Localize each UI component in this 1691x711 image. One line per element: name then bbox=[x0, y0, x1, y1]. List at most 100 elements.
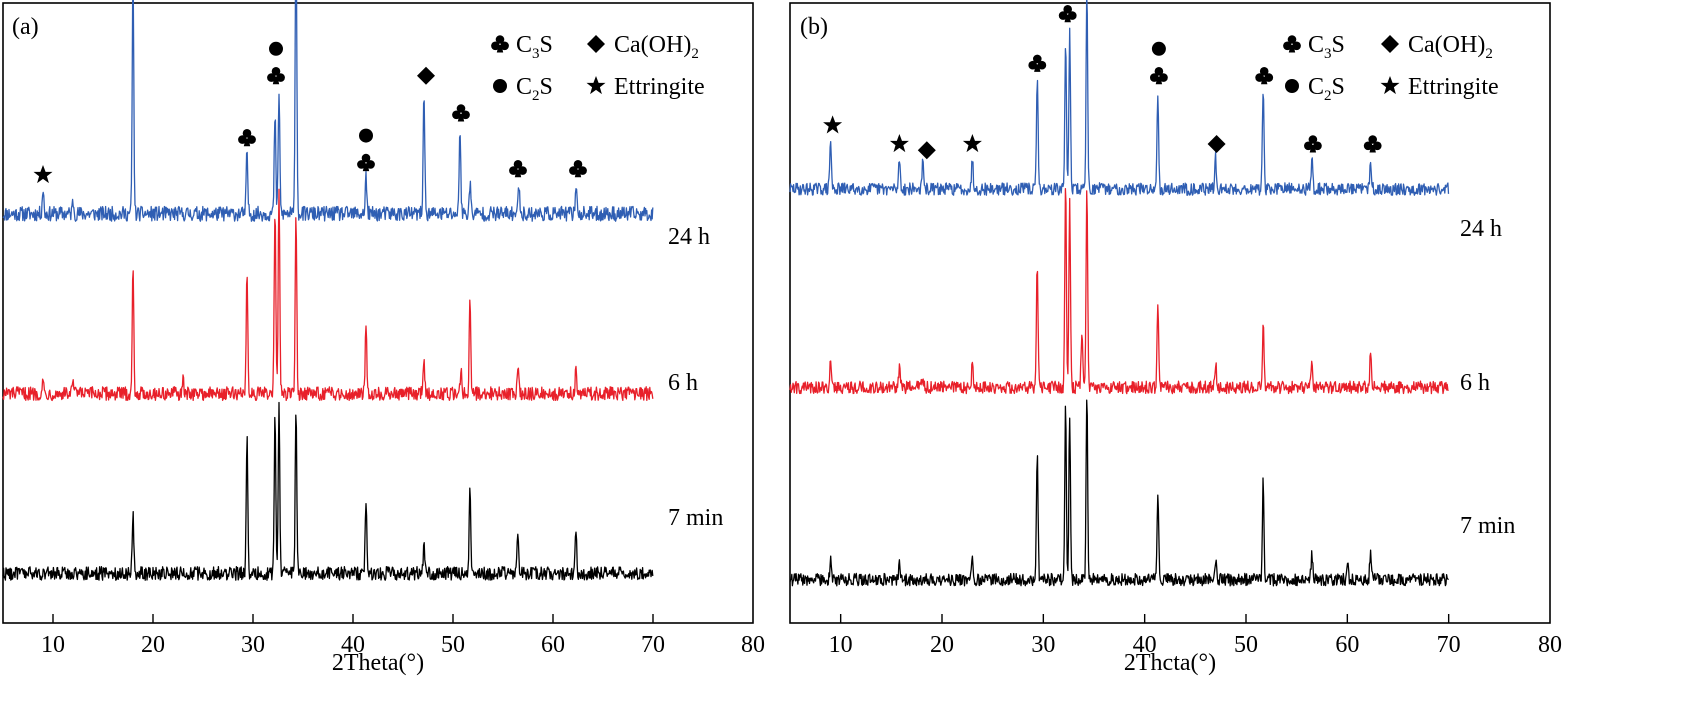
traces-b bbox=[789, 0, 1450, 587]
circle-marker-icon bbox=[1151, 41, 1166, 56]
legend-c3s-tail-a: S bbox=[540, 32, 553, 58]
star-icon bbox=[1380, 76, 1400, 95]
legend-entry-ettringite-a: Ettringite bbox=[586, 74, 705, 100]
plot-frame-a bbox=[2, 2, 754, 624]
x-tick-label: 50 bbox=[441, 632, 465, 658]
legend-caoh2-main-a: Ca(OH) bbox=[614, 32, 691, 58]
legend-caoh2-sub-a: 2 bbox=[691, 46, 699, 62]
x-tick-label: 70 bbox=[641, 632, 665, 658]
x-tick-label: 40 bbox=[341, 632, 365, 658]
series-line-7min bbox=[2, 401, 654, 581]
club-marker-icon bbox=[1363, 135, 1382, 153]
star-marker-icon bbox=[823, 115, 843, 134]
club-icon bbox=[1283, 35, 1301, 53]
legend-c3s-sub-a: 3 bbox=[532, 46, 540, 62]
club-marker-icon bbox=[267, 67, 285, 85]
x-tick-label: 80 bbox=[1538, 632, 1562, 658]
legend-ettringite-b: Ettringite bbox=[1408, 74, 1499, 100]
svg-text:C3S: C3S bbox=[516, 32, 553, 62]
x-tick-label: 60 bbox=[1335, 632, 1359, 658]
legend-c2s-tail-a: S bbox=[540, 74, 553, 100]
diamond-marker-icon bbox=[1207, 135, 1226, 153]
svg-text:Ca(OH)2: Ca(OH)2 bbox=[614, 32, 699, 62]
diamond-marker-icon bbox=[417, 66, 435, 85]
x-tick-label: 80 bbox=[741, 632, 765, 658]
club-marker-icon bbox=[238, 129, 256, 147]
legend-c2s-tail-b: S bbox=[1332, 74, 1345, 100]
club-icon bbox=[491, 35, 509, 53]
plot-frame-b bbox=[789, 2, 1551, 624]
x-tick-label: 70 bbox=[1437, 632, 1461, 658]
club-marker-icon bbox=[452, 104, 470, 122]
legend-entry-c2s-b: C2S bbox=[1285, 74, 1345, 104]
club-marker-icon bbox=[357, 153, 375, 172]
club-marker-icon bbox=[1058, 5, 1077, 23]
panel-label-b: (b) bbox=[800, 14, 828, 40]
series-label-6h-a: 6 h bbox=[668, 370, 698, 396]
legend-ettringite-a: Ettringite bbox=[614, 74, 705, 100]
x-ticks-b: 10 20 30 40 50 60 70 80 bbox=[829, 614, 1562, 658]
panel-a: (a) C3S Ca(OH)2 C2S Ettringite 24 h 6 h … bbox=[2, 0, 765, 676]
series-label-7min-b: 7 min bbox=[1460, 513, 1515, 539]
panel-label-a: (a) bbox=[12, 14, 39, 40]
club-marker-icon bbox=[1304, 135, 1322, 153]
legend-entry-caoh2-a: Ca(OH)2 bbox=[587, 32, 699, 62]
legend-c3s-main-a: C bbox=[516, 32, 532, 58]
series-label-7min-a: 7 min bbox=[668, 505, 723, 531]
star-marker-icon bbox=[33, 165, 53, 184]
svg-text:C3S: C3S bbox=[1308, 32, 1345, 62]
series-line-24h bbox=[789, 0, 1450, 196]
series-label-6h-b: 6 h bbox=[1460, 370, 1490, 396]
club-marker-icon bbox=[569, 160, 587, 178]
diamond-icon bbox=[1381, 35, 1399, 53]
x-axis-label-a: 2Theta(°) bbox=[332, 650, 424, 676]
club-marker-icon bbox=[509, 160, 527, 178]
x-tick-label: 20 bbox=[141, 632, 165, 658]
club-marker-icon bbox=[1255, 67, 1274, 85]
legend-c2s-sub-b: 2 bbox=[1324, 88, 1332, 104]
legend-entry-caoh2-b: Ca(OH)2 bbox=[1381, 32, 1493, 62]
diamond-marker-icon bbox=[917, 141, 936, 160]
circle-icon bbox=[1285, 79, 1299, 93]
star-icon bbox=[586, 76, 606, 95]
legend-c3s-main-b: C bbox=[1308, 32, 1324, 58]
circle-marker-icon bbox=[269, 41, 283, 56]
x-tick-label: 50 bbox=[1234, 632, 1258, 658]
circle-icon bbox=[493, 79, 507, 93]
series-label-24h-a: 24 h bbox=[668, 224, 710, 250]
diamond-icon bbox=[587, 35, 605, 53]
legend-c2s-sub-a: 2 bbox=[532, 88, 540, 104]
x-tick-label: 10 bbox=[829, 632, 853, 658]
club-marker-icon bbox=[1028, 54, 1047, 72]
series-line-6h bbox=[789, 188, 1449, 395]
svg-text:Ca(OH)2: Ca(OH)2 bbox=[1408, 32, 1493, 62]
series-label-24h-b: 24 h bbox=[1460, 216, 1502, 242]
x-tick-label: 10 bbox=[41, 632, 65, 658]
x-tick-label: 30 bbox=[241, 632, 265, 658]
x-tick-label: 20 bbox=[930, 632, 954, 658]
legend-entry-c2s-a: C2S bbox=[493, 74, 553, 104]
legend-caoh2-sub-b: 2 bbox=[1485, 46, 1493, 62]
legend-entry-ettringite-b: Ettringite bbox=[1380, 74, 1499, 100]
legend-a: C3S Ca(OH)2 C2S Ettringite bbox=[491, 32, 705, 104]
legend-entry-c3s-a: C3S bbox=[491, 32, 553, 62]
legend-c2s-main-a: C bbox=[516, 74, 532, 100]
x-axis-label-b: 2Thcta(°) bbox=[1124, 650, 1216, 676]
series-line-7min bbox=[789, 399, 1449, 587]
x-tick-label: 30 bbox=[1031, 632, 1055, 658]
svg-text:C2S: C2S bbox=[1308, 74, 1345, 104]
legend-c3s-tail-b: S bbox=[1332, 32, 1345, 58]
panel-b: (b) C3S Ca(OH)2 C2S Ettringite 24 h 6 h … bbox=[789, 0, 1562, 676]
legend-caoh2-main-b: Ca(OH) bbox=[1408, 32, 1485, 58]
x-tick-label: 60 bbox=[541, 632, 565, 658]
star-marker-icon bbox=[962, 134, 982, 153]
svg-text:C2S: C2S bbox=[516, 74, 553, 104]
circle-marker-icon bbox=[359, 128, 373, 143]
star-marker-icon bbox=[889, 134, 909, 153]
legend-b: C3S Ca(OH)2 C2S Ettringite bbox=[1283, 32, 1499, 104]
series-line-24h bbox=[2, 0, 654, 222]
series-line-6h bbox=[2, 188, 654, 402]
legend-c2s-main-b: C bbox=[1308, 74, 1324, 100]
x-ticks-a: 10 20 30 40 50 60 70 80 bbox=[41, 614, 765, 658]
